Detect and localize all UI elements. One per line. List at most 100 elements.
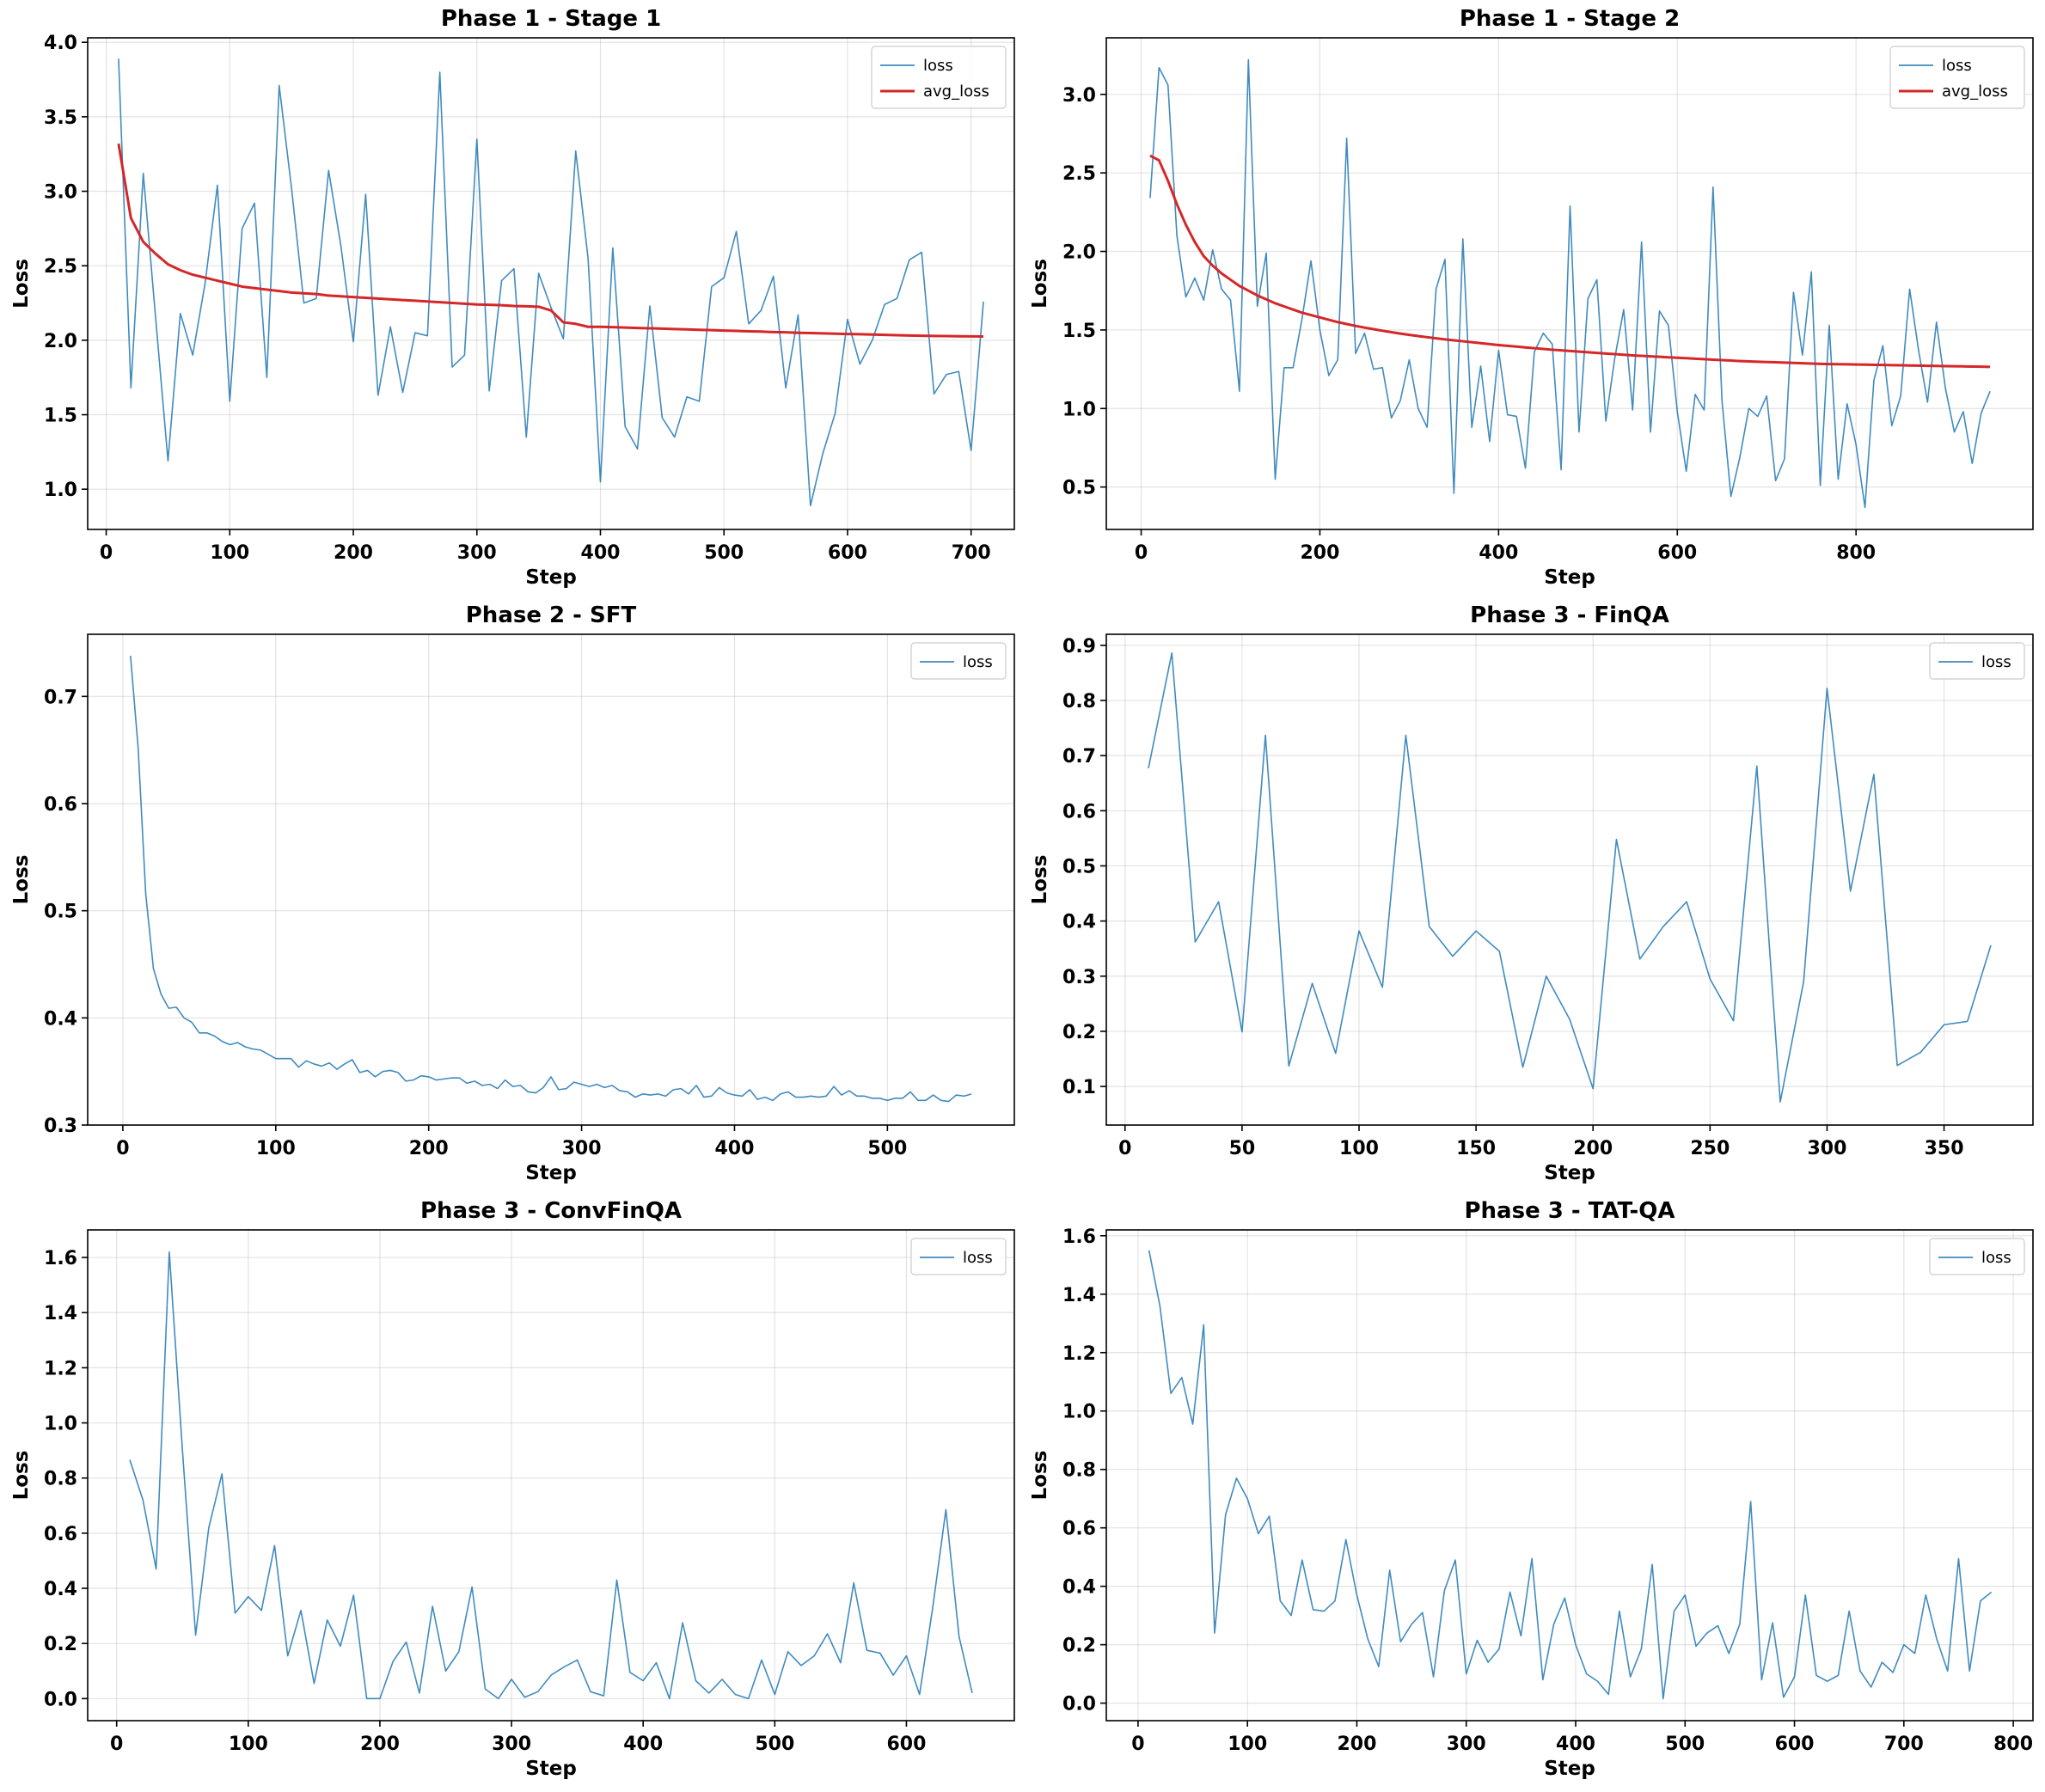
x-tick-label: 500 <box>1665 1734 1705 1755</box>
legend-box <box>871 46 1007 109</box>
y-tick-label: 0.4 <box>44 1008 77 1030</box>
legend-box <box>910 642 1007 680</box>
x-tick-label: 800 <box>1836 542 1876 564</box>
x-axis-label: Step <box>1544 1758 1595 1780</box>
x-tick-label: 300 <box>1807 1138 1846 1159</box>
series-line-loss <box>1149 58 1991 509</box>
legend-box <box>1929 1238 2025 1275</box>
x-tick-label: 200 <box>334 542 373 564</box>
y-tick-label: 0.0 <box>44 1689 77 1710</box>
x-tick-label: 0 <box>110 1734 123 1755</box>
x-tick-label: 300 <box>457 542 497 564</box>
series-line-loss <box>118 58 984 507</box>
x-axis-label: Step <box>1544 566 1595 589</box>
axes-frame <box>1105 37 2034 530</box>
legend-label: loss <box>1981 653 2011 671</box>
y-tick-label: 0.7 <box>44 687 77 708</box>
y-tick-label: 1.0 <box>1062 1402 1096 1423</box>
x-tick-label: 150 <box>1456 1138 1496 1159</box>
x-tick-label: 0 <box>1118 1138 1131 1159</box>
x-tick-label: 0 <box>100 542 113 564</box>
x-tick-label: 700 <box>1884 1734 1924 1755</box>
series-line-loss <box>130 655 972 1103</box>
series-line-loss <box>129 1251 973 1700</box>
x-tick-label: 400 <box>1556 1734 1595 1755</box>
y-tick-label: 1.0 <box>44 480 77 501</box>
y-tick-label: 0.0 <box>1062 1694 1096 1716</box>
y-tick-label: 0.7 <box>1062 746 1096 768</box>
x-tick-label: 400 <box>714 1138 754 1159</box>
x-axis-label: Step <box>1544 1162 1595 1184</box>
x-tick-label: 0 <box>1135 542 1148 564</box>
y-tick-label: 0.1 <box>1062 1077 1096 1098</box>
x-tick-label: 400 <box>623 1734 663 1755</box>
y-tick-label: 0.8 <box>1062 691 1096 713</box>
x-tick-label: 100 <box>1339 1138 1379 1159</box>
x-tick-label: 300 <box>492 1734 531 1755</box>
legend: loss avg_loss <box>871 46 1007 109</box>
series-line-avg-loss <box>117 143 984 339</box>
x-tick-label: 700 <box>952 542 991 564</box>
axes-frame <box>87 633 1015 1126</box>
legend-box <box>1889 46 2025 109</box>
x-tick-label: 600 <box>886 1734 926 1755</box>
y-tick-label: 2.5 <box>44 256 77 278</box>
series-line-loss <box>1148 652 1992 1103</box>
x-tick-label: 100 <box>256 1138 296 1159</box>
legend-label: loss <box>1942 57 1972 75</box>
chart-panel: 0 100 200 300 400 500 600 700 1.0 1.5 2.0 2.5 3.0 3.5… <box>10 6 1015 589</box>
y-axis-label: Loss <box>10 855 33 905</box>
y-axis-label: Loss <box>1029 1451 1051 1501</box>
x-tick-label: 600 <box>1775 1734 1815 1755</box>
y-tick-label: 3.0 <box>44 182 77 204</box>
x-tick-label: 250 <box>1690 1138 1730 1159</box>
y-tick-label: 0.3 <box>44 1116 77 1137</box>
axes-frame <box>1105 1229 2034 1722</box>
x-axis-label: Step <box>525 566 577 589</box>
y-tick-label: 2.0 <box>1062 242 1096 264</box>
x-axis-label: Step <box>525 1758 577 1780</box>
y-tick-label: 0.2 <box>1062 1022 1096 1043</box>
x-tick-label: 800 <box>1993 1734 2033 1755</box>
y-tick-label: 1.2 <box>1062 1343 1096 1365</box>
y-tick-label: 0.6 <box>44 794 77 816</box>
axes-frame <box>87 37 1015 530</box>
chart-title: Phase 3 - ConvFinQA <box>420 1198 682 1224</box>
x-tick-label: 100 <box>210 542 249 564</box>
legend-label: loss <box>1981 1249 2011 1267</box>
y-tick-label: 0.4 <box>1062 1577 1096 1599</box>
series-line-loss <box>1148 1250 1993 1700</box>
legend: loss <box>1929 642 2025 680</box>
legend: loss <box>910 1238 1007 1275</box>
legend: loss <box>1929 1238 2025 1275</box>
axes-frame <box>1105 633 2034 1126</box>
x-tick-label: 0 <box>116 1138 129 1159</box>
y-tick-label: 1.5 <box>44 406 77 427</box>
legend-label: avg_loss <box>923 83 989 101</box>
y-tick-label: 0.2 <box>1062 1636 1096 1657</box>
y-axis-label: Loss <box>10 259 33 309</box>
x-tick-label: 600 <box>828 542 867 564</box>
chart-title: Phase 1 - Stage 2 <box>1460 6 1680 32</box>
y-tick-label: 0.8 <box>44 1469 77 1490</box>
chart-panel: 0 200 400 600 800 0.5 1.0 1.5 2.0 2.5 3.0 Phase 1 -… <box>1029 6 2034 589</box>
x-tick-label: 500 <box>704 542 744 564</box>
series-line-avg-loss <box>1149 154 1991 369</box>
chart-title: Phase 1 - Stage 1 <box>441 6 661 32</box>
x-tick-label: 500 <box>867 1138 907 1159</box>
y-tick-label: 1.4 <box>44 1303 77 1324</box>
y-axis-label: Loss <box>1029 855 1051 905</box>
y-tick-label: 0.5 <box>1062 478 1096 499</box>
chart-panel: 0 100 200 300 400 500 600 0.0 0.2 0.4 0.6 0.8 1.0 1.2… <box>10 1198 1015 1780</box>
legend-box <box>1929 642 2025 680</box>
y-tick-label: 1.0 <box>1062 399 1096 420</box>
x-tick-label: 350 <box>1925 1138 1964 1159</box>
chart-title: Phase 2 - SFT <box>466 602 637 628</box>
y-tick-label: 3.5 <box>44 107 77 129</box>
x-tick-label: 100 <box>229 1734 268 1755</box>
x-axis-label: Step <box>525 1162 577 1184</box>
y-tick-label: 0.6 <box>1062 801 1096 823</box>
x-tick-label: 200 <box>360 1734 400 1755</box>
x-tick-label: 400 <box>1479 542 1518 564</box>
